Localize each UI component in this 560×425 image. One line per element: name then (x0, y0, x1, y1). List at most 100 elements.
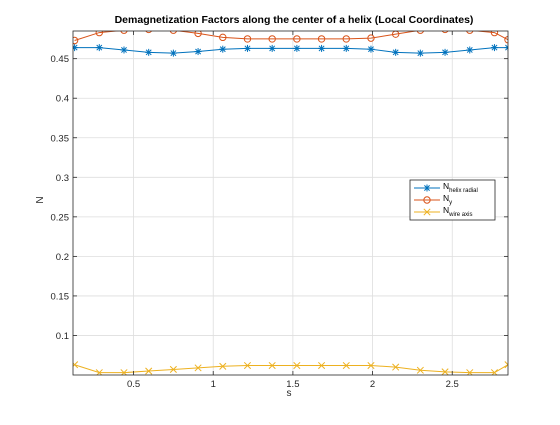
marker-stroke (73, 361, 79, 368)
data-point (441, 368, 449, 375)
data-point (490, 44, 498, 52)
marker-shape (391, 31, 400, 38)
x-axis-label: s (287, 388, 292, 399)
marker-shape (243, 35, 252, 43)
marker-stroke (367, 361, 375, 370)
legend-label-subscript: y (449, 200, 452, 206)
data-point (145, 48, 153, 56)
marker-shape (145, 31, 153, 34)
data-point (219, 362, 227, 370)
data-point (169, 365, 177, 374)
data-point (145, 31, 153, 34)
marker-shape (95, 31, 103, 37)
legend-entry: Ny (414, 193, 452, 206)
marker-stroke (368, 46, 374, 53)
grid-lines (73, 31, 508, 375)
marker-stroke (170, 50, 177, 57)
series-0 (73, 44, 508, 57)
series-line (74, 31, 508, 41)
data-point (342, 35, 350, 43)
marker-stroke (442, 49, 449, 56)
y-tick-label: 0.15 (51, 291, 70, 302)
data-point (293, 361, 301, 370)
y-tick-label: 0.2 (56, 252, 69, 263)
marker-stroke (342, 361, 350, 370)
legend-marker (423, 196, 431, 204)
y-tick-label: 0.35 (51, 133, 70, 144)
data-point (317, 35, 326, 43)
marker-stroke (318, 45, 325, 52)
marker-stroke (293, 361, 301, 370)
data-point (219, 45, 227, 53)
marker-stroke (169, 365, 177, 374)
marker-stroke (195, 48, 202, 55)
data-point (293, 35, 301, 43)
legend-label-subscript: helix radial (449, 188, 478, 194)
marker-stroke (504, 361, 508, 366)
marker-stroke (466, 47, 473, 53)
marker-stroke (417, 50, 424, 57)
data-point (441, 48, 449, 56)
data-point (145, 367, 153, 375)
marker-stroke (145, 367, 153, 375)
data-point (490, 31, 499, 37)
data-point (504, 44, 508, 52)
legend-label: Ny (443, 193, 452, 206)
x-tick-label: 1 (211, 379, 216, 390)
data-point (73, 44, 79, 52)
legend-marker (423, 208, 431, 216)
marker-shape (293, 35, 301, 43)
marker-stroke (504, 364, 508, 369)
marker-stroke (491, 44, 498, 51)
marker-stroke (194, 364, 202, 372)
marker-shape (219, 33, 227, 42)
marker-stroke (424, 185, 430, 191)
marker-shape (342, 35, 350, 43)
data-point (243, 44, 251, 52)
marker-shape (194, 31, 202, 38)
marker-stroke (73, 44, 78, 50)
marker-stroke (219, 46, 226, 53)
data-point (95, 44, 103, 52)
data-point (219, 33, 227, 42)
legend-label-subscript: wire axis (448, 212, 472, 218)
data-point (73, 36, 79, 45)
data-point (95, 31, 103, 37)
data-point (391, 31, 400, 38)
axis-ticks: 0.5 1 1.5 2 2.5 0.1 0.15 0.2 0.25 0.3 0.35 0.4 0.45 (51, 31, 508, 390)
x-tick-label: 2.5 (446, 379, 459, 390)
data-point (392, 48, 400, 56)
y-tick-label: 0.4 (56, 94, 69, 105)
series-2 (73, 361, 508, 375)
marker-stroke (121, 47, 127, 53)
marker-stroke (343, 45, 350, 52)
marker-stroke (423, 208, 431, 216)
data-point (194, 31, 202, 38)
data-point (194, 364, 202, 372)
y-axis-label: N (35, 196, 46, 203)
marker-shape (466, 31, 474, 34)
legend-label-main: N (443, 193, 449, 203)
x-tick-label: 2 (370, 379, 375, 390)
legend-marker (423, 184, 431, 192)
data-point (342, 361, 350, 370)
data-point (243, 35, 252, 43)
data-point (120, 31, 128, 34)
data-point (342, 44, 350, 52)
data-point (367, 361, 375, 370)
marker-shape (490, 31, 499, 37)
y-tick-label: 0.45 (51, 54, 70, 65)
marker-stroke (244, 45, 251, 52)
marker-shape (120, 31, 128, 34)
data-point (441, 31, 449, 34)
legend-label: Nwire axis (443, 205, 472, 218)
data-point (293, 44, 301, 52)
marker-stroke (416, 366, 424, 374)
marker-shape (423, 196, 431, 204)
marker-stroke (269, 45, 276, 52)
marker-shape (367, 34, 375, 42)
legend-label-main: N (443, 181, 449, 191)
